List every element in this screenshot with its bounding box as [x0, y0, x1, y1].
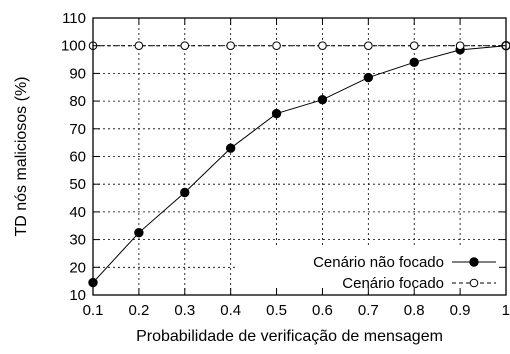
data-point-series-0	[363, 72, 374, 83]
data-point-series-1	[226, 41, 235, 51]
y-tick-label: 110	[62, 10, 86, 27]
data-point-series-1	[134, 41, 144, 51]
x-tick-label: 0.7	[358, 302, 379, 319]
legend-box	[238, 247, 504, 293]
data-point-series-1	[318, 41, 327, 51]
y-tick-label: 50	[69, 176, 86, 193]
data-point-series-1	[364, 41, 373, 51]
x-tick-labels: 0.1 0.2 0.3 0.4 0.5 0.6 0.7 0.8 0.9 1	[83, 302, 510, 319]
y-axis-title: TD nós maliciosos (%)	[13, 76, 30, 236]
x-tick-label: 0.3	[174, 302, 195, 319]
x-axis-title: Probabilidade de verificação de mensagem	[136, 328, 443, 345]
x-tick-label: 0.9	[450, 302, 471, 319]
data-point-series-0	[271, 108, 282, 119]
data-point-series-1	[409, 41, 419, 51]
data-point-series-0	[317, 95, 328, 105]
legend-background	[238, 247, 504, 293]
y-tick-label: 30	[69, 232, 86, 249]
data-point-series-0	[180, 187, 190, 198]
data-point-series-0	[409, 57, 419, 68]
ticks	[92, 17, 507, 296]
y-tick-labels: 10 20 30 40 50 60 70 80 90 100 110	[61, 10, 86, 304]
data-point-series-0	[134, 227, 144, 238]
data-point-series-1	[180, 41, 190, 51]
x-tick-label: 1	[502, 302, 510, 319]
y-tick-label: 80	[69, 93, 86, 110]
legend-marker	[469, 257, 479, 267]
legend: Cenário não focado Cenário focado	[313, 254, 496, 292]
data-point-series-1	[455, 41, 465, 51]
y-tick-label: 100	[61, 38, 86, 55]
x-tick-label: 0.2	[128, 302, 149, 319]
y-tick-label: 40	[69, 204, 86, 221]
y-tick-label: 70	[69, 121, 86, 138]
x-tick-label: 0.5	[266, 302, 287, 319]
x-tick-label: 0.4	[220, 302, 241, 319]
data-point-series-1	[272, 41, 281, 51]
y-tick-label: 10	[69, 287, 86, 304]
data-point-series-0	[225, 143, 236, 153]
legend-marker	[469, 278, 479, 288]
series-line-0	[92, 45, 507, 283]
y-tick-label: 20	[69, 259, 86, 276]
x-tick-label: 0.8	[404, 302, 425, 319]
legend-label: Cenário não focado	[313, 254, 444, 271]
x-tick-label: 0.1	[83, 302, 104, 319]
legend-label: Cenário focado	[342, 275, 444, 292]
y-tick-label: 60	[69, 149, 86, 166]
x-tick-label: 0.6	[312, 302, 333, 319]
y-tick-label: 90	[69, 65, 86, 82]
